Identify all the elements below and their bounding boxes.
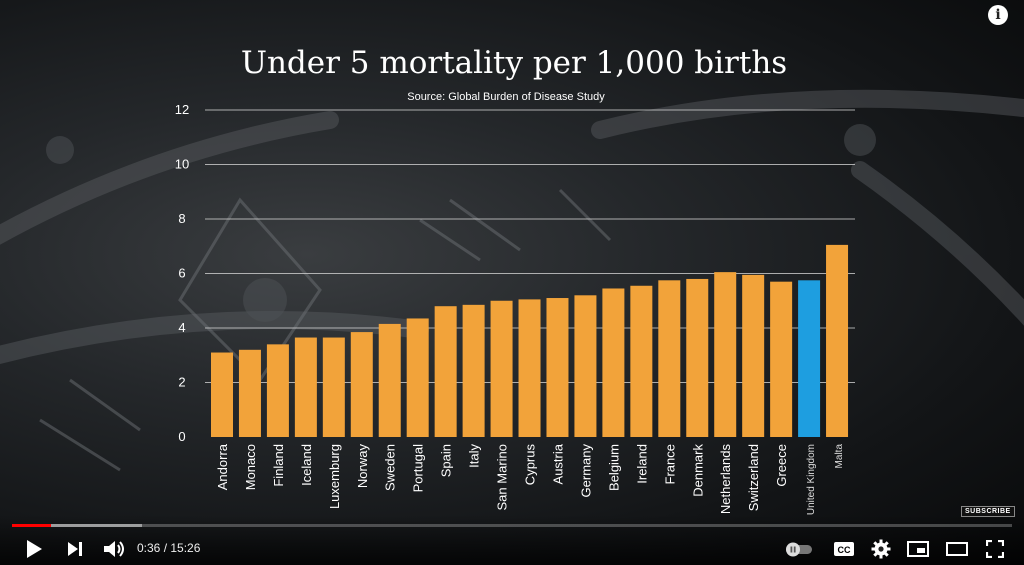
bar [742, 274, 765, 437]
bar [238, 349, 261, 437]
bar [434, 306, 457, 437]
x-category-label: Belgium [606, 444, 621, 491]
bar [770, 281, 793, 437]
play-icon [27, 540, 42, 558]
x-category-label: San Marino [495, 444, 510, 510]
x-category-label: Portugal [411, 444, 426, 493]
x-category-label: Netherlands [718, 444, 733, 515]
x-category-label: Andorra [215, 443, 230, 490]
bar [378, 323, 401, 437]
fullscreen-button[interactable] [983, 536, 1007, 562]
y-tick-label: 2 [178, 375, 185, 390]
bar [211, 352, 233, 437]
miniplayer-icon [907, 541, 929, 557]
bar [294, 337, 317, 437]
info-icon[interactable]: i [988, 5, 1008, 25]
x-category-label: Switzerland [746, 444, 761, 511]
bar [574, 295, 597, 437]
x-category-label: Cyprus [523, 444, 538, 486]
x-category-label: Austria [550, 443, 565, 484]
bar [322, 337, 345, 437]
gear-icon [871, 539, 891, 559]
progress-buffered [12, 524, 142, 527]
next-icon [68, 542, 82, 556]
control-bar [0, 515, 1024, 565]
y-tick-label: 10 [175, 157, 189, 172]
progress-played [12, 524, 51, 527]
volume-icon [104, 541, 124, 557]
miniplayer-button[interactable] [905, 536, 931, 562]
x-category-label: Italy [467, 444, 482, 468]
y-tick-label: 12 [175, 102, 189, 117]
bar [602, 288, 625, 437]
x-category-label: United Kingdom [806, 444, 817, 515]
fullscreen-icon [986, 540, 1004, 558]
bar [518, 299, 541, 437]
x-category-label: Finland [271, 444, 286, 487]
bar [714, 272, 737, 437]
theater-icon [946, 542, 968, 556]
bar [658, 280, 681, 437]
theater-mode-button[interactable] [944, 536, 970, 562]
bar [266, 344, 289, 437]
chart-bars [211, 244, 849, 437]
next-button[interactable] [63, 536, 87, 562]
settings-button[interactable] [869, 536, 893, 562]
x-category-label: Greece [774, 444, 789, 487]
x-category-label: Monaco [243, 444, 258, 490]
bar [826, 244, 849, 437]
bar [798, 280, 821, 437]
time-display: 0:36 / 15:26 [137, 541, 201, 555]
x-category-label: Germany [578, 444, 593, 498]
x-category-label: Malta [834, 444, 845, 469]
y-tick-label: 4 [178, 320, 185, 335]
bar [406, 318, 429, 437]
x-category-label: Norway [355, 444, 370, 489]
progress-bar[interactable] [12, 524, 1012, 527]
chart-category-labels: Andorra Monaco Finland Iceland Luxemburg Norw… [215, 443, 845, 515]
volume-button[interactable] [101, 536, 127, 562]
cc-icon: CC [834, 542, 854, 556]
x-category-label: Sweden [383, 444, 398, 491]
y-tick-label: 8 [178, 211, 185, 226]
chart-subtitle: Source: Global Burden of Disease Study [407, 91, 605, 103]
bar [350, 332, 373, 437]
bar [546, 298, 569, 437]
x-category-label: Ireland [634, 444, 649, 484]
y-tick-label: 0 [178, 429, 185, 444]
bar [462, 304, 485, 437]
bar [686, 278, 709, 437]
chart-title: Under 5 mortality per 1,000 births [241, 45, 787, 81]
y-tick-label: 6 [178, 266, 185, 281]
autoplay-toggle[interactable] [784, 536, 814, 562]
x-category-label: Spain [439, 444, 454, 477]
x-category-label: Denmark [690, 444, 705, 497]
autoplay-toggle-icon [786, 542, 812, 557]
x-category-label: Iceland [299, 444, 314, 486]
x-category-label: France [662, 444, 677, 484]
x-category-label: Luxemburg [327, 444, 342, 509]
svg-text:CC: CC [838, 545, 851, 555]
play-button[interactable] [22, 536, 46, 562]
captions-button[interactable]: CC [832, 536, 856, 562]
bar [630, 285, 653, 437]
bar [490, 300, 513, 437]
